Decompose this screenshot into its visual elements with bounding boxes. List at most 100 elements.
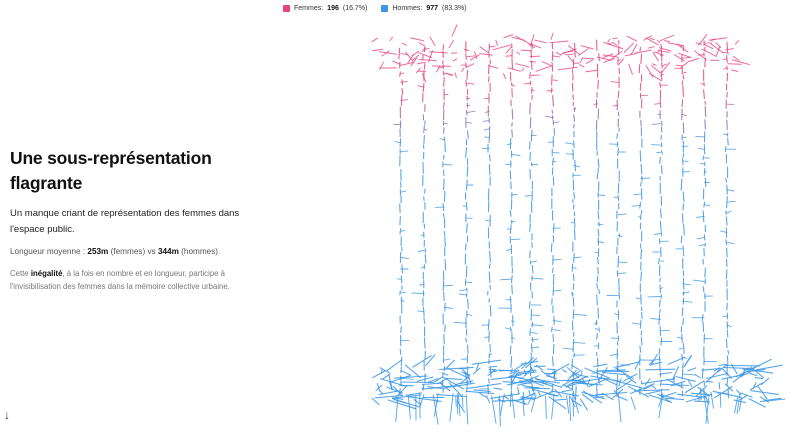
hommes-branch <box>637 216 642 218</box>
femmes-tangle <box>535 65 552 72</box>
hommes-tangle <box>445 377 463 380</box>
hommes-tangle <box>588 377 609 388</box>
femmes-stroke <box>638 64 641 74</box>
femmes-tangle <box>488 65 499 69</box>
hommes-tangle <box>759 398 786 403</box>
hommes-tangle <box>630 383 655 395</box>
femmes-tangle <box>658 47 672 52</box>
hommes-stroke <box>658 238 661 245</box>
hommes-tangle <box>549 363 570 375</box>
hommes-tangle <box>432 376 443 384</box>
hommes-root <box>457 392 461 417</box>
hommes-stroke <box>659 156 661 164</box>
hommes-stroke <box>424 188 426 194</box>
hommes-tangle <box>492 369 520 372</box>
legend-item-hommes: Hommes: 977 (83.3%) <box>381 4 467 12</box>
femmes-tangle <box>732 56 740 61</box>
femmes-branch <box>552 55 561 58</box>
hommes-tangle <box>448 382 462 397</box>
femmes-tangle <box>529 55 541 58</box>
scroll-down-arrow-icon[interactable]: ↓ <box>4 408 10 422</box>
hommes-tangle <box>718 363 727 367</box>
femmes-branch <box>546 89 554 92</box>
femmes-branch <box>640 94 649 97</box>
hommes-stroke <box>443 230 446 237</box>
hommes-branch <box>530 331 538 335</box>
femmes-stroke <box>465 53 467 61</box>
hommes-tangle <box>523 369 527 376</box>
hommes-tangle <box>672 366 680 381</box>
hommes-stroke <box>640 248 643 260</box>
hommes-branch <box>609 353 619 357</box>
hommes-branch <box>552 289 562 292</box>
hommes-branch <box>565 153 575 155</box>
femmes-tangle <box>520 49 533 52</box>
femmes-tangle <box>734 40 740 45</box>
hommes-branch <box>682 373 695 376</box>
hommes-tangle <box>421 385 458 390</box>
hommes-stroke <box>658 348 661 356</box>
femmes-stroke <box>443 101 445 109</box>
hommes-tangle <box>627 385 650 398</box>
femmes-swatch <box>283 4 290 12</box>
femmes-tangle <box>603 42 612 45</box>
hommes-branch <box>396 278 402 280</box>
femmes-stroke <box>398 47 401 60</box>
femmes-tangle <box>542 61 553 67</box>
hommes-tangle <box>376 383 381 392</box>
femmes-tangle <box>656 39 661 43</box>
hommes-root <box>455 396 457 407</box>
femmes-tangle <box>516 51 520 55</box>
hommes-tangle <box>717 363 728 373</box>
hommes-branch <box>570 292 575 295</box>
hommes-branch <box>423 128 428 131</box>
hommes-tangle <box>508 374 522 378</box>
femmes-tangle <box>418 59 437 62</box>
hommes-stroke <box>726 132 729 137</box>
hommes-stroke <box>573 114 576 122</box>
femmes-branch <box>573 108 577 110</box>
hommes-stroke <box>552 334 555 343</box>
hommes-tangle <box>752 382 757 389</box>
hommes-tangle <box>466 383 502 389</box>
hommes-root <box>509 393 512 407</box>
hommes-tangle <box>723 366 755 370</box>
hommes-branch <box>400 299 405 302</box>
hommes-branch <box>617 272 627 274</box>
hommes-tangle <box>528 389 531 397</box>
hommes-branch <box>651 144 661 146</box>
hommes-branch <box>400 190 407 193</box>
hommes-branch <box>617 234 623 238</box>
legend: Femmes: 196 (16.7%) Hommes: 977 (83.3%) <box>283 2 467 14</box>
hommes-stroke <box>660 150 663 155</box>
hommes-tangle <box>529 366 535 372</box>
femmes-tangle <box>626 35 637 42</box>
hommes-stroke <box>683 224 685 236</box>
hommes-tangle <box>553 398 567 401</box>
hommes-tangle <box>444 382 475 389</box>
hommes-branch <box>400 291 406 294</box>
hommes-tangle <box>533 381 544 387</box>
hommes-tangle <box>748 398 766 408</box>
hommes-tangle <box>666 378 684 389</box>
hommes-tangle <box>667 356 686 365</box>
hommes-stroke <box>400 366 402 373</box>
hommes-stroke <box>725 269 728 280</box>
hommes-tangle <box>582 390 603 404</box>
hommes-branch <box>420 266 425 269</box>
hommes-branch <box>650 358 661 361</box>
hommes-stroke <box>598 327 600 332</box>
hommes-stroke <box>529 223 531 232</box>
hommes-branch <box>720 230 728 234</box>
hommes-tangle <box>685 393 713 403</box>
femmes-stroke <box>597 79 599 90</box>
hommes-stroke <box>487 188 490 201</box>
hommes-branch <box>552 328 561 332</box>
hommes-stroke <box>489 344 491 353</box>
hommes-tangle <box>487 369 496 377</box>
hommes-stroke <box>660 165 663 175</box>
hommes-stroke <box>399 348 402 355</box>
hommes-branch <box>417 250 425 252</box>
hommes-stroke <box>444 324 446 333</box>
hommes-tangle <box>759 396 770 403</box>
